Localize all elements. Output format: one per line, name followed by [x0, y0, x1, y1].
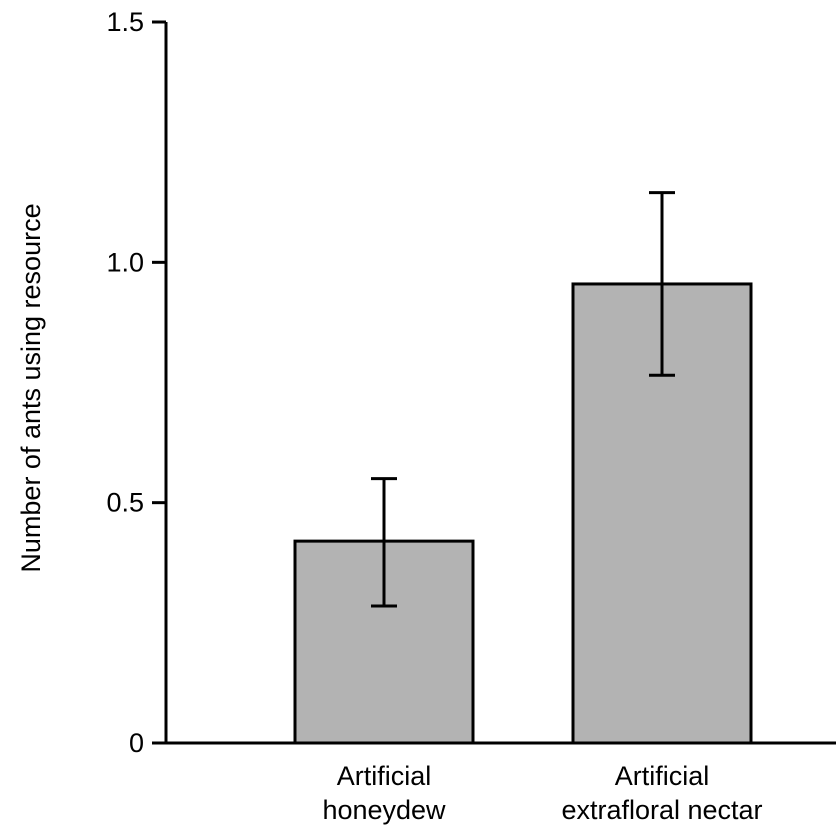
x-category-label: Artificial extrafloral nectar: [561, 761, 762, 825]
error-bar-2: [649, 191, 675, 377]
y-ticks-layer: 0 0.5 1.0 1.5: [106, 7, 166, 758]
category-labels-layer: Artificial honeydew Artificial extrafloral …: [322, 761, 762, 825]
x-category-label-line: Artificial: [337, 761, 432, 791]
y-tick-label: 0.5: [106, 488, 144, 518]
y-axis-title: Number of ants using resource: [16, 203, 46, 572]
x-category-label: Artificial honeydew: [322, 761, 446, 825]
x-category-label-line: Artificial: [615, 761, 710, 791]
y-tick-label: 1.5: [106, 7, 144, 37]
x-category-label-line: extrafloral nectar: [561, 795, 762, 825]
error-bar-1: [371, 477, 397, 608]
bars-layer: [293, 282, 753, 745]
x-category-label-line: honeydew: [322, 795, 446, 825]
error-bars-layer: [371, 191, 675, 608]
y-tick-label: 1.0: [106, 247, 144, 277]
y-tick-label: 0: [129, 728, 144, 758]
